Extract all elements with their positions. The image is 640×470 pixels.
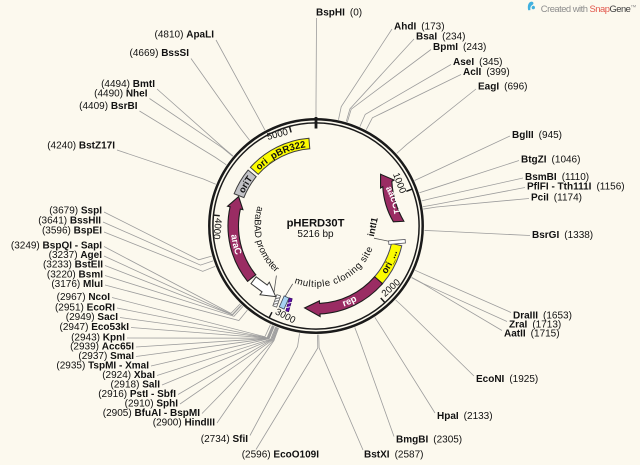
svg-text:(2939) Acc65I: (2939) Acc65I — [70, 342, 134, 353]
svg-text:BmgBI (2305): BmgBI (2305) — [396, 435, 462, 446]
svg-text:5000: 5000 — [266, 127, 289, 143]
svg-text:HpaI (2133): HpaI (2133) — [437, 411, 493, 422]
svg-text:(3596) BspEI: (3596) BspEI — [42, 226, 102, 237]
svg-text:(2910) SphI: (2910) SphI — [125, 399, 179, 410]
svg-text:BsrGI (1338): BsrGI (1338) — [532, 230, 593, 241]
svg-text:AhdI (173): AhdI (173) — [394, 22, 445, 33]
svg-text:(2967) NcoI: (2967) NcoI — [57, 292, 111, 303]
svg-text:araC: araC — [228, 234, 243, 257]
svg-text:(2918) SalI: (2918) SalI — [111, 380, 161, 391]
svg-text:(2947) Eco53kI: (2947) Eco53kI — [60, 322, 130, 333]
svg-text:BglII (945): BglII (945) — [512, 130, 562, 141]
svg-text:BsaI (234): BsaI (234) — [416, 32, 465, 43]
svg-text:(2900) HindIII: (2900) HindIII — [153, 418, 215, 429]
svg-text:(2924) XbaI: (2924) XbaI — [102, 370, 155, 381]
svg-text:BpmI (243): BpmI (243) — [433, 42, 486, 53]
svg-text:(3233) BstEII: (3233) BstEII — [43, 260, 103, 271]
svg-text:(3249) BspQI - SapI: (3249) BspQI - SapI — [11, 241, 102, 252]
svg-text:BtgZI (1046): BtgZI (1046) — [521, 155, 580, 166]
svg-text:(3679) SspI: (3679) SspI — [49, 206, 102, 217]
svg-text:BspHI (0): BspHI (0) — [316, 7, 362, 18]
svg-text:DraIII (1653): DraIII (1653) — [513, 311, 572, 322]
svg-text:(4490) NheI: (4490) NheI — [94, 89, 148, 100]
svg-text:(2937) SmaI: (2937) SmaI — [78, 351, 134, 362]
svg-text:PciI (1174): PciI (1174) — [531, 193, 582, 204]
svg-text:(2951) EcoRI: (2951) EcoRI — [55, 303, 115, 314]
svg-text:ZraI (1713): ZraI (1713) — [509, 320, 561, 331]
svg-text:(2943) KpnI: (2943) KpnI — [71, 333, 125, 344]
svg-text:(2734) SfiI: (2734) SfiI — [201, 434, 248, 445]
svg-text:(2916) PstI - SbfI: (2916) PstI - SbfI — [98, 389, 176, 400]
svg-text:EcoNI (1925): EcoNI (1925) — [476, 374, 538, 385]
svg-text:(4409) BsrBI: (4409) BsrBI — [79, 101, 138, 112]
svg-text:AclI (399): AclI (399) — [463, 67, 510, 78]
svg-text:(3176) MluI: (3176) MluI — [51, 279, 103, 290]
svg-text:(4810) ApaLI: (4810) ApaLI — [155, 30, 215, 41]
svg-text:(4669) BssSI: (4669) BssSI — [130, 48, 190, 59]
svg-text:(2596) EcoO109I: (2596) EcoO109I — [242, 450, 319, 461]
svg-text:(4240) BstZ17I: (4240) BstZ17I — [47, 141, 115, 152]
svg-text:(2905) BfuAI - BspMI: (2905) BfuAI - BspMI — [103, 408, 200, 419]
svg-text:AseI (345): AseI (345) — [453, 57, 502, 68]
svg-text:pHERD30T: pHERD30T — [287, 218, 345, 230]
svg-text:BsmBI (1110): BsmBI (1110) — [525, 172, 589, 183]
svg-text:5216 bp: 5216 bp — [297, 229, 334, 240]
svg-text:4000: 4000 — [210, 217, 223, 239]
svg-text:Created with SnapGene™: Created with SnapGene™ — [541, 3, 637, 14]
svg-text:(2935) TspMI - XmaI: (2935) TspMI - XmaI — [56, 361, 149, 372]
svg-text:intI1: intI1 — [366, 216, 380, 237]
svg-text:EagI (696): EagI (696) — [478, 82, 527, 93]
svg-text:BstXI (2587): BstXI (2587) — [364, 450, 423, 461]
svg-text:(3641) BssHII: (3641) BssHII — [38, 216, 101, 227]
svg-text:(3237) AgeI: (3237) AgeI — [49, 250, 103, 261]
svg-text:(2949) SacI: (2949) SacI — [66, 312, 118, 323]
svg-text:(3220) BsmI: (3220) BsmI — [47, 270, 103, 281]
svg-text:AatII (1715): AatII (1715) — [504, 329, 560, 340]
svg-text:(4494) BmtI: (4494) BmtI — [101, 79, 155, 90]
svg-text:PflFI - Tth111I (1156): PflFI - Tth111I (1156) — [527, 182, 625, 193]
